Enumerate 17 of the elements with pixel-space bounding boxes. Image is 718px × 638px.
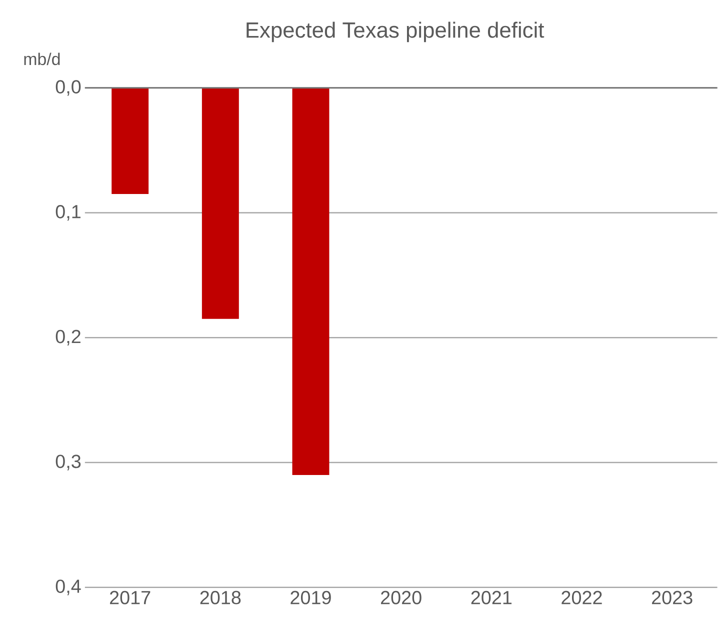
y-tick-label: 0,1 (56, 204, 80, 220)
x-tick-label: 2022 (562, 590, 602, 604)
x-tick-label: 2019 (290, 590, 331, 604)
x-tick-label: 2021 (471, 590, 512, 604)
x-tick-label: 2017 (110, 590, 150, 604)
bar (112, 88, 149, 194)
y-tick-label: 0,3 (56, 454, 81, 470)
y-tick-label: 0,4 (56, 579, 81, 596)
chart-title: Expected Texas pipeline deficit (246, 22, 544, 42)
x-tick-label: 2020 (381, 590, 422, 604)
bar (202, 88, 239, 319)
x-tick-label: 2023 (652, 590, 692, 604)
x-tick-label: 2018 (200, 590, 241, 604)
y-tick-label: 0,0 (56, 80, 81, 96)
y-axis-title: mb/d (24, 52, 60, 65)
y-tick-label: 0,2 (56, 330, 80, 346)
bar (292, 88, 330, 475)
